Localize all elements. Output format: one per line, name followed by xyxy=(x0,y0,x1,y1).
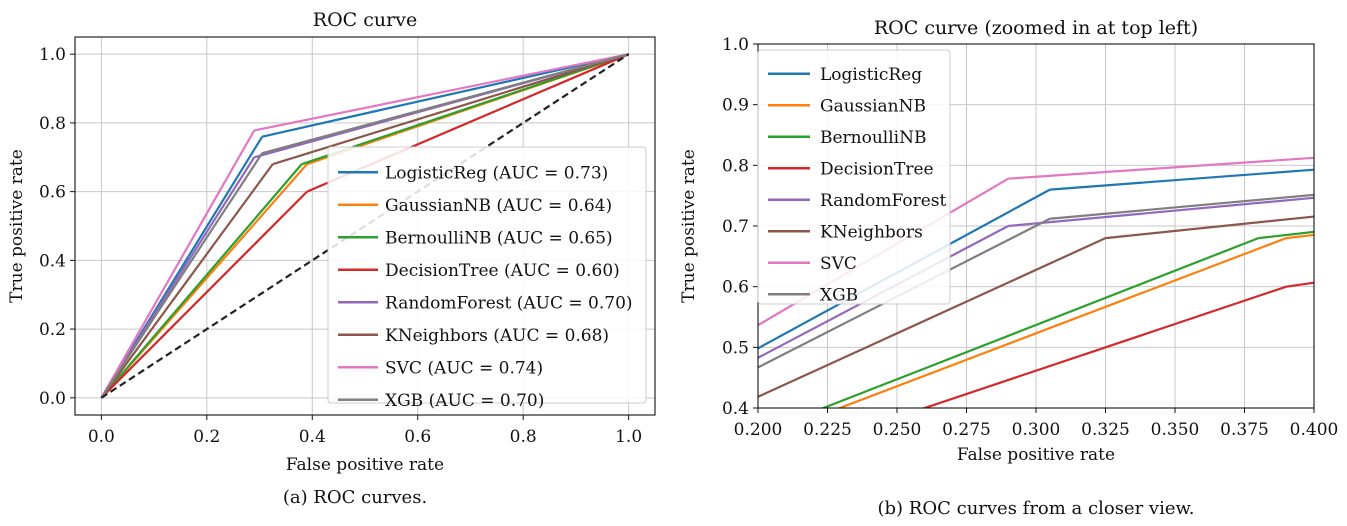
x-tick-label: 0.325 xyxy=(1081,420,1130,440)
x-tick-label: 1.0 xyxy=(615,427,642,447)
series-line-xgb xyxy=(100,53,629,399)
legend-label: LogisticReg (AUC = 0.73) xyxy=(385,163,608,183)
x-tick-label: 0.400 xyxy=(1290,420,1339,440)
y-tick-label: 0.2 xyxy=(39,320,66,340)
x-tick-label: 0.8 xyxy=(510,427,537,447)
legend-label: RandomForest (AUC = 0.70) xyxy=(385,293,633,313)
series-line-bernoullinb xyxy=(100,53,629,399)
series-line-gaussiannb xyxy=(836,233,1314,408)
plot-frame xyxy=(74,36,656,416)
y-tick-label: 0.9 xyxy=(722,96,749,116)
series-group xyxy=(100,53,630,399)
y-tick-label: 0.8 xyxy=(39,114,66,134)
legend-label: BernoulliNB xyxy=(820,128,927,148)
legend-label: XGB xyxy=(820,285,858,305)
y-axis-label: True positive rate xyxy=(7,149,27,303)
x-tick-label: 0.250 xyxy=(873,420,922,440)
y-tick-label: 0.6 xyxy=(722,278,749,298)
x-tick-label: 0.6 xyxy=(404,427,431,447)
x-axis-label: False positive rate xyxy=(286,455,444,475)
chart-title: ROC curve (zoomed in at top left) xyxy=(874,17,1198,39)
legend-label: GaussianNB xyxy=(820,96,926,116)
legend-label: RandomForest xyxy=(820,191,947,211)
y-axis-label: True positive rate xyxy=(679,149,699,303)
legend: LogisticReg (AUC = 0.73) GaussianNB (AUC … xyxy=(327,146,647,411)
legend-label: BernoulliNB (AUC = 0.65) xyxy=(385,228,613,248)
legend-label: SVC (AUC = 0.74) xyxy=(385,358,543,378)
y-tick-label: 0.4 xyxy=(39,251,66,271)
figure-caption: (a) ROC curves. xyxy=(283,487,427,508)
legend: LogisticReg GaussianNB BernoulliNB Decision… xyxy=(757,49,951,305)
x-tick-label: 0.2 xyxy=(193,427,220,447)
chart-title: ROC curve xyxy=(313,9,417,31)
y-tick-label: 0.0 xyxy=(39,389,66,409)
x-axis-label: False positive rate xyxy=(957,445,1115,465)
series-line-bernoullinb xyxy=(820,230,1314,408)
x-tick-label: 0.4 xyxy=(299,427,326,447)
x-tick-label: 0.350 xyxy=(1151,420,1200,440)
series-line-kneighbors xyxy=(100,53,629,399)
series-line-svc xyxy=(100,53,629,399)
x-tick-label: 0.200 xyxy=(734,420,783,440)
legend-label: SVC xyxy=(820,254,857,274)
figure-caption: (b) ROC curves from a closer view. xyxy=(878,498,1195,519)
legend-label: DecisionTree xyxy=(820,159,934,179)
legend-label: LogisticReg xyxy=(820,65,922,85)
series-line-decisiontree xyxy=(921,281,1314,408)
y-tick-label: 0.8 xyxy=(722,156,749,176)
y-tick-label: 1.0 xyxy=(722,35,749,55)
y-tick-label: 0.6 xyxy=(39,183,66,203)
legend-label: DecisionTree (AUC = 0.60) xyxy=(385,261,620,281)
x-tick-label: 0.375 xyxy=(1220,420,1269,440)
y-tick-label: 0.4 xyxy=(722,399,749,419)
x-tick-label: 0.300 xyxy=(1012,420,1061,440)
legend-label: KNeighbors xyxy=(820,222,923,242)
chart-1: 0.0 0.2 0.4 0.6 0.8 1.0 0.0 0.2 0.4 0.6 0.8 1.0 Logi… xyxy=(7,9,656,508)
y-tick-label: 0.5 xyxy=(722,338,749,358)
chart-2: 0.200 0.225 0.250 0.275 0.300 0.325 0.350 0.375… xyxy=(679,17,1339,519)
legend-label: XGB (AUC = 0.70) xyxy=(385,391,544,411)
y-tick-label: 0.7 xyxy=(722,217,749,237)
y-tick-label: 1.0 xyxy=(39,45,66,65)
x-tick-label: 0.275 xyxy=(942,420,991,440)
legend-box xyxy=(327,146,647,404)
x-tick-label: 0.225 xyxy=(803,420,852,440)
series-line-kneighbors xyxy=(758,215,1314,399)
legend-box xyxy=(757,49,951,305)
x-tick-label: 0.0 xyxy=(88,427,115,447)
legend-label: KNeighbors (AUC = 0.68) xyxy=(385,326,609,346)
legend-label: GaussianNB (AUC = 0.64) xyxy=(385,196,612,216)
